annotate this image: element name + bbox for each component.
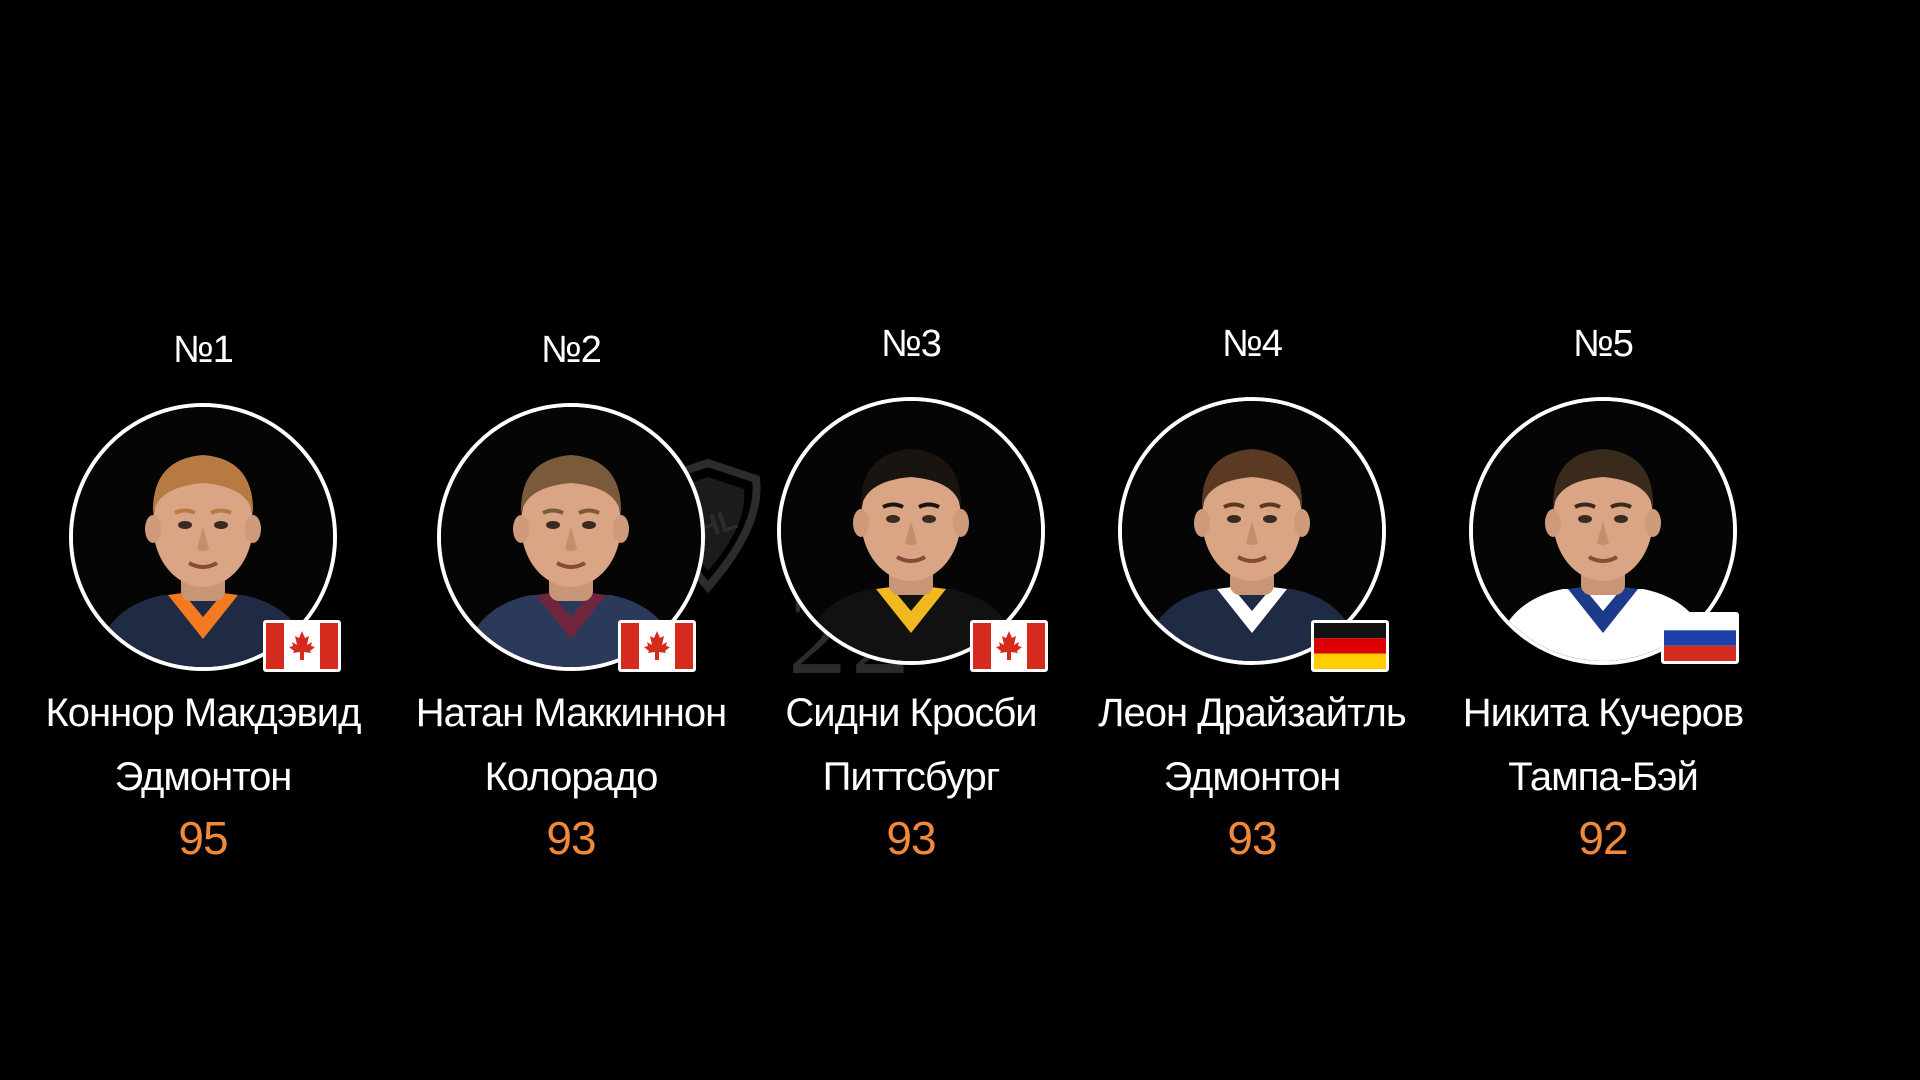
player-team: Колорадо	[484, 755, 659, 799]
player-photo	[777, 397, 1045, 665]
player-rank: №3	[881, 323, 942, 365]
player-team: Тампа-Бэй	[1508, 755, 1699, 799]
player-rating: 92	[1578, 812, 1628, 864]
player-name: Коннор Макдэвид	[45, 691, 362, 735]
player-rank: №1	[173, 329, 234, 371]
player-rank: №2	[541, 329, 602, 371]
player-team: Эдмонтон	[1163, 755, 1342, 799]
canada-flag-icon	[618, 620, 696, 672]
player-name: Леон Драйзайтль	[1098, 691, 1406, 735]
germany-flag-icon	[1311, 620, 1389, 672]
player-photo	[1469, 397, 1737, 665]
player-name: Натан Маккиннон	[415, 691, 727, 735]
player-rank: №4	[1222, 323, 1283, 365]
player-name: Никита Кучеров	[1462, 691, 1744, 735]
player-photo	[1118, 397, 1386, 665]
player-team: Питтсбург	[822, 755, 1001, 799]
player-rating: 93	[546, 812, 596, 864]
player-rank: №5	[1573, 323, 1634, 365]
player-rating: 93	[1227, 812, 1277, 864]
russia-flag-icon	[1661, 612, 1739, 664]
player-rating: 95	[178, 812, 228, 864]
player-rating: 93	[886, 812, 936, 864]
player-name: Сидни Кросби	[785, 691, 1037, 735]
canada-flag-icon	[263, 620, 341, 672]
canada-flag-icon	[970, 620, 1048, 672]
player-team: Эдмонтон	[114, 755, 293, 799]
